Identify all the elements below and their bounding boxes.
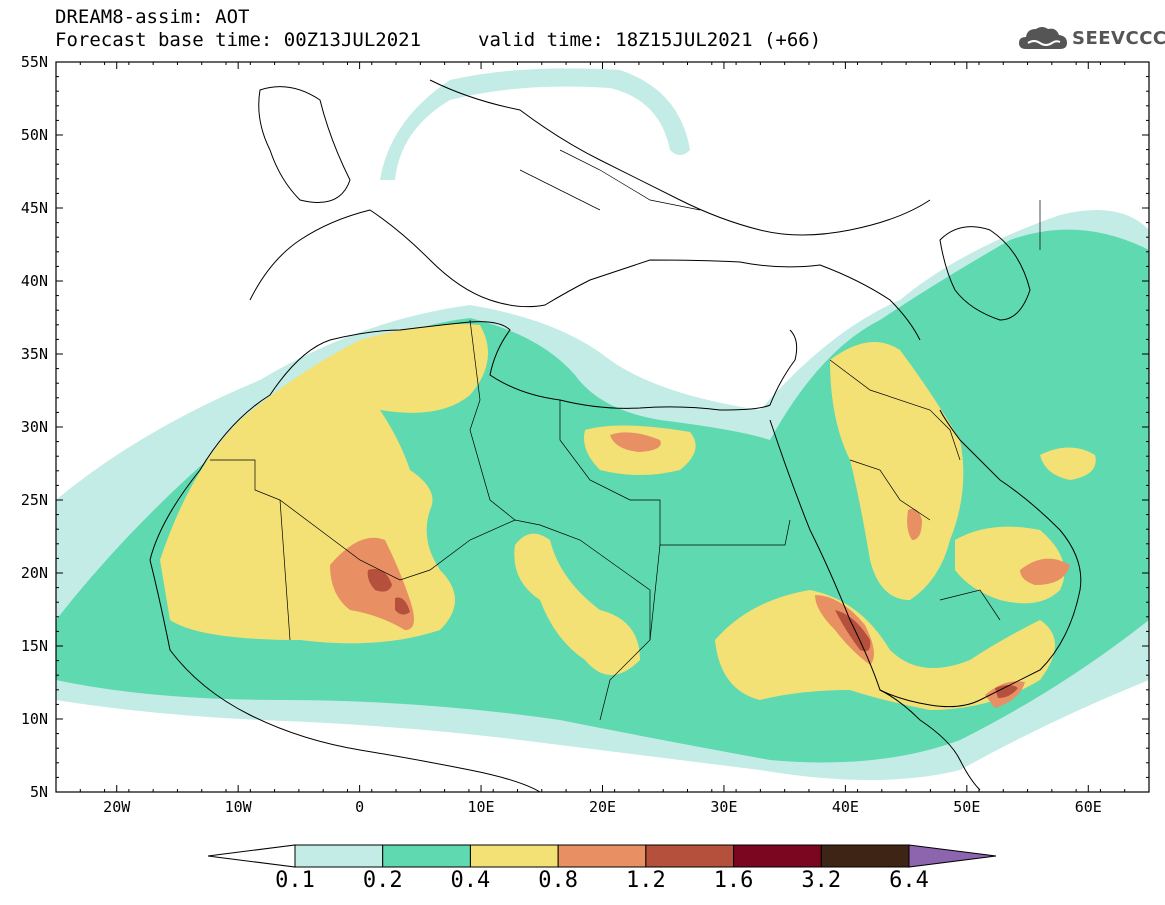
colorbar xyxy=(207,844,997,868)
lon-label: 20W xyxy=(103,798,131,816)
coastlines xyxy=(149,79,1082,792)
map-title: DREAM8-assim: AOT xyxy=(55,6,250,28)
seevccc-logo: SEEVCCC xyxy=(1018,22,1165,54)
aot-field-extreme xyxy=(367,569,1018,698)
lon-label: 60E xyxy=(1074,798,1102,816)
colorbar-box xyxy=(294,844,384,868)
lat-label: 15N xyxy=(20,637,48,655)
lat-label: 25N xyxy=(20,491,48,509)
colorbar-box xyxy=(645,844,735,868)
lon-label: 10W xyxy=(224,798,252,816)
colorbar-label: 6.4 xyxy=(889,868,929,893)
lat-label: 20N xyxy=(20,564,48,582)
lat-label: 10N xyxy=(20,710,48,728)
valid-time: valid time: 18Z15JUL2021 (+66) xyxy=(478,29,822,51)
colorbar-box xyxy=(469,844,559,868)
colorbar-left-arrow xyxy=(207,844,296,868)
lon-label: 50E xyxy=(953,798,981,816)
colorbar-box xyxy=(820,844,910,868)
lat-label: 40N xyxy=(20,272,48,290)
lat-label: 5N xyxy=(29,783,48,801)
forecast-base-time: Forecast base time: 00Z13JUL2021 xyxy=(55,29,422,51)
logo-text: SEEVCCC xyxy=(1072,27,1165,49)
lat-label: 55N xyxy=(20,53,48,71)
colorbar-right-arrow xyxy=(908,844,997,868)
cloud-icon xyxy=(1019,27,1067,49)
country-borders xyxy=(210,149,1041,721)
colorbar-box xyxy=(733,844,822,868)
lon-label: 20E xyxy=(588,798,617,816)
colorbar-box xyxy=(382,844,471,868)
colorbar-box xyxy=(557,844,647,868)
colorbar-label: 0.2 xyxy=(362,868,403,893)
colorbar-label: 0.4 xyxy=(450,868,491,893)
colorbar-label: 1.6 xyxy=(713,868,754,893)
colorbar-label: 0.8 xyxy=(538,868,579,893)
axis-ticks xyxy=(55,61,1150,793)
lon-label: 30E xyxy=(710,798,738,816)
lat-label: 30N xyxy=(20,418,48,436)
colorbar-label: 0.1 xyxy=(275,868,315,893)
lat-label: 35N xyxy=(20,345,48,363)
lat-label: 50N xyxy=(20,126,48,144)
lon-label: 40E xyxy=(831,798,859,816)
lat-label: 45N xyxy=(20,199,48,217)
colorbar-label: 1.2 xyxy=(625,868,666,893)
lon-label: 0 xyxy=(355,798,365,816)
lon-label: 10E xyxy=(467,798,495,816)
colorbar-label: 3.2 xyxy=(801,868,842,893)
aot-field-high xyxy=(160,324,1096,710)
